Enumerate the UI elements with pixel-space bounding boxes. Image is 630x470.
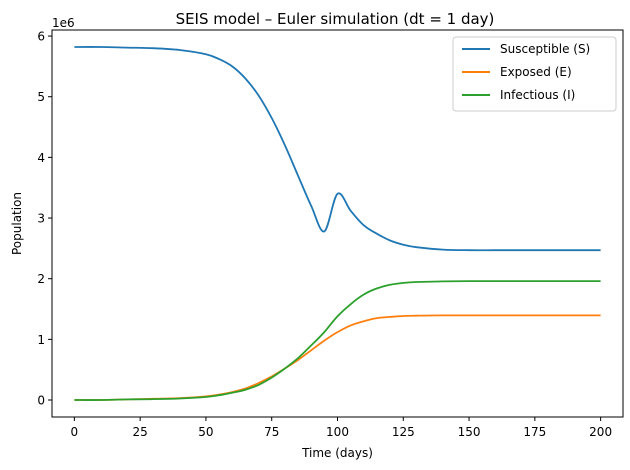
y-axis-label: Population <box>10 192 24 255</box>
legend-label-susceptible: Susceptible (S) <box>500 42 590 56</box>
series-layer <box>74 46 601 401</box>
y-tick-label: 1 <box>37 333 45 347</box>
x-tick-label: 125 <box>392 425 415 439</box>
chart-title: SEIS model – Euler simulation (dt = 1 da… <box>176 10 495 28</box>
legend-box <box>452 36 617 112</box>
x-axis-label: Time (days) <box>301 446 373 460</box>
legend-label-exposed: Exposed (E) <box>500 65 572 79</box>
legend: Susceptible (S) Exposed (E) Infectious (… <box>452 36 617 112</box>
y-axis-ticks: 0 1 2 3 4 5 6 <box>37 30 52 408</box>
legend-label-infectious: Infectious (I) <box>500 88 575 102</box>
series-line-exposed <box>74 314 601 401</box>
x-tick-label: 150 <box>458 425 481 439</box>
x-tick-label: 75 <box>264 425 279 439</box>
series-line-infectious <box>74 280 601 401</box>
x-tick-label: 100 <box>326 425 349 439</box>
y-tick-label: 2 <box>37 272 45 286</box>
y-tick-label: 5 <box>37 90 45 104</box>
y-tick-label: 6 <box>37 30 45 44</box>
x-tick-label: 175 <box>523 425 546 439</box>
x-tick-label: 25 <box>133 425 148 439</box>
x-tick-label: 200 <box>589 425 612 439</box>
series-line-susceptible <box>74 46 601 252</box>
x-axis-ticks: 0 25 50 75 100 125 150 175 200 <box>71 417 612 439</box>
y-tick-label: 4 <box>37 151 45 165</box>
y-tick-label: 3 <box>37 212 45 226</box>
x-tick-label: 0 <box>71 425 79 439</box>
y-tick-label: 0 <box>37 394 45 408</box>
y-offset-text: 1e6 <box>52 16 75 30</box>
plot-frame <box>51 29 624 418</box>
x-tick-label: 50 <box>198 425 213 439</box>
